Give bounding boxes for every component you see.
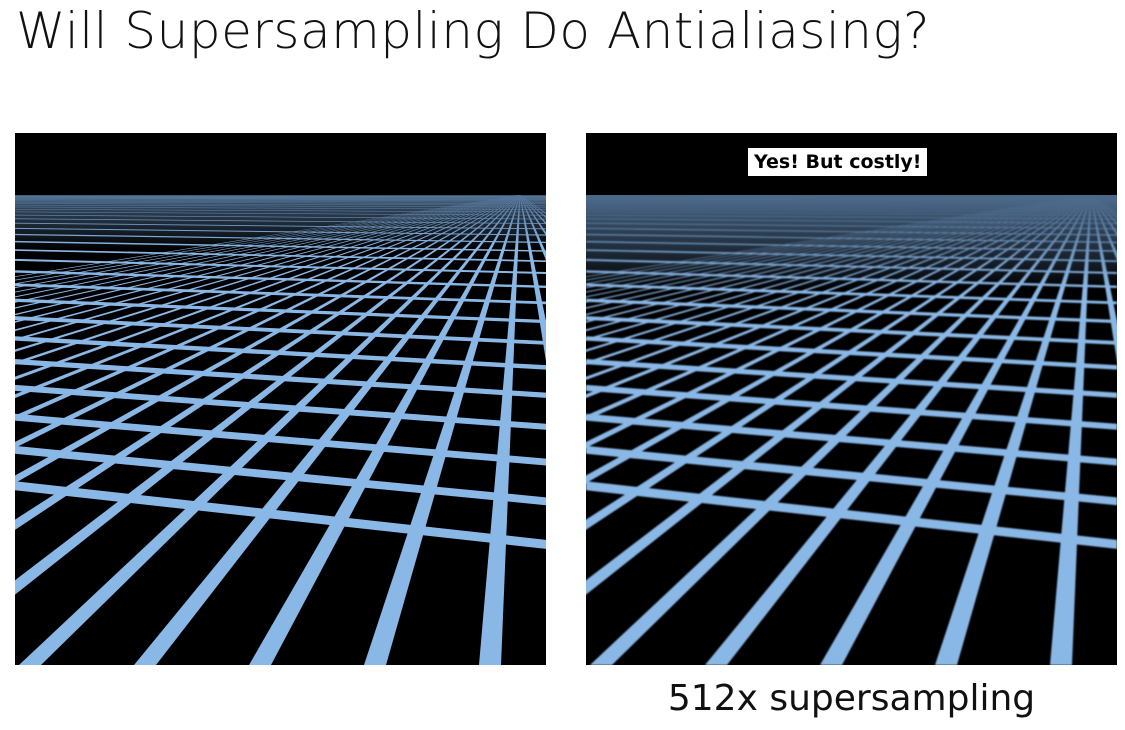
supersampled-grid-image: Yes! But costly! (586, 133, 1117, 665)
grid-line-cross (15, 445, 546, 506)
grid-line-converging (705, 195, 1092, 665)
grid-line-converging (15, 195, 521, 530)
grid-line-cross (586, 481, 1117, 549)
grid-line-converging (590, 195, 1092, 665)
grid-line-converging (820, 195, 1092, 665)
grid-line-cross (586, 336, 1117, 370)
supersampled-grid-render (586, 133, 1117, 665)
grid-line-cross (15, 336, 546, 370)
horizon-haze (15, 195, 546, 250)
aliased-grid-image (15, 133, 546, 665)
supersampling-caption: 512x supersampling (667, 678, 1036, 719)
grid-line-cross (586, 316, 1117, 345)
grid-line-cross (15, 283, 546, 305)
grid-line-converging (15, 195, 521, 595)
grid-line-converging (15, 195, 521, 421)
aliased-grid-render (15, 133, 546, 665)
grid-line-cross (15, 298, 546, 324)
grid-line-cross (586, 384, 1117, 430)
grid-line-converging (479, 195, 521, 665)
grid-line-converging (15, 195, 521, 484)
grid-line-cross (15, 413, 546, 466)
grid-line-cross (15, 359, 546, 398)
grid-line-converging (935, 195, 1092, 665)
grid-line-cross (586, 298, 1117, 324)
grid-line-cross (586, 413, 1117, 466)
grid-line-converging (19, 195, 521, 665)
grid-line-cross (15, 249, 546, 263)
grid-line-converging (249, 195, 521, 665)
sky-region (15, 133, 546, 195)
grid-line-cross (15, 481, 546, 549)
grid-line-cross (15, 258, 546, 275)
result-badge: Yes! But costly! (748, 148, 928, 176)
grid-line-cross (586, 445, 1117, 506)
grid-line-converging (134, 195, 521, 665)
grid-line-cross (586, 359, 1117, 398)
horizon-haze (586, 195, 1117, 290)
grid-line-converging (1050, 195, 1092, 665)
grid-line-cross (15, 270, 546, 289)
grid-line-converging (364, 195, 521, 665)
grid-line-cross (15, 384, 546, 430)
grid-line-converging (15, 195, 521, 323)
grid-line-cross (15, 316, 546, 345)
slide-title: Will Supersampling Do Antialiasing? (16, 2, 931, 60)
